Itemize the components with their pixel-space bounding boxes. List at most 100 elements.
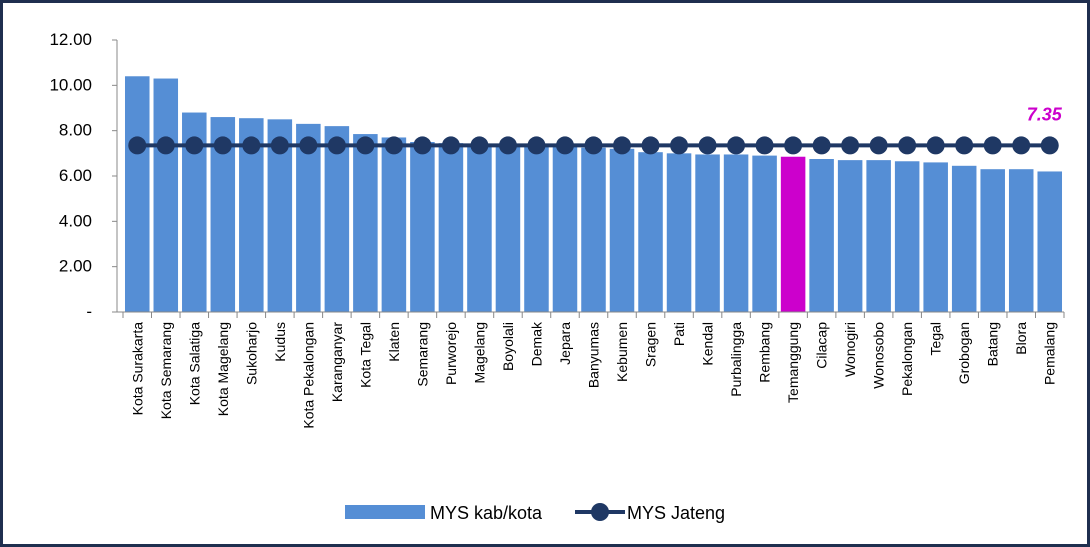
line-marker [213,136,232,155]
x-tick-label: Grobogan [956,322,972,384]
bar [296,123,321,312]
legend-label: MYS Jateng [627,503,725,523]
data-label: 7.35 [1027,104,1063,124]
line-marker [641,136,660,155]
bar [124,76,150,313]
line-marker [270,136,289,155]
line-marker [555,136,574,155]
bar [353,134,378,312]
line-marker [727,136,746,155]
bar [951,165,977,312]
x-tick-label: Purworejo [443,322,459,385]
line-marker [242,136,261,155]
bar [809,159,834,312]
line-marker [670,136,689,155]
line-marker [441,136,460,155]
line-marker [470,136,489,155]
line-marker [384,136,403,155]
x-tick-label: Kota Surakarta [129,322,145,416]
x-tick-label: Kebumen [614,322,630,382]
bar [381,137,407,312]
y-tick-label: 8.00 [59,121,92,140]
bar [638,152,663,312]
x-tick-label: Pekalongan [899,322,915,396]
line-marker [812,136,831,155]
bar [1037,171,1063,312]
x-tick-label: Pemalang [1042,322,1058,385]
x-tick-label: Klaten [386,322,402,362]
x-tick-label: Boyolali [500,322,516,371]
x-tick-label: Semarang [414,322,430,387]
x-tick-label: Sragen [643,322,659,367]
x-tick-label: Wonosobo [871,322,887,389]
bar [552,146,578,312]
bar [438,143,464,312]
bar [495,145,521,312]
y-tick-label: 6.00 [59,166,92,185]
bar [153,78,179,313]
bar [923,162,948,312]
bar [410,142,435,312]
line-marker [527,136,546,155]
line-marker [869,136,888,155]
x-tick-label: Rembang [757,322,773,383]
bar [524,146,549,312]
bar [723,154,749,312]
x-tick-label: Karanganyar [329,322,345,403]
line-marker [983,136,1002,155]
line-marker [584,136,603,155]
bar [894,161,920,312]
line-marker [1040,136,1059,155]
x-tick-label: Magelang [471,322,487,384]
x-tick-label: Pati [671,322,687,346]
x-tick-label: Banyumas [586,322,602,388]
x-tick-label: Kota Tegal [357,322,373,388]
bar [866,160,891,312]
line-marker [299,136,318,155]
line-marker [1012,136,1031,155]
x-tick-label: Wonogiri [842,322,858,377]
line-marker [926,136,945,155]
line-marker [413,136,432,155]
legend-marker [591,503,609,521]
x-tick-label: Batang [985,322,1001,366]
line-marker [755,136,774,155]
x-tick-label: Jepara [557,322,573,365]
legend-label: MYS kab/kota [430,503,543,523]
bar [581,147,606,312]
x-tick-label: Blora [1013,322,1029,355]
line-marker [841,136,860,155]
bar [666,153,692,312]
bar [324,126,350,312]
y-tick-label: - [86,302,92,321]
bar [609,148,635,312]
x-tick-label: Sukoharjo [243,322,259,385]
bar [695,154,720,312]
x-tick-label: Demak [528,321,544,366]
x-tick-label: Kota Salatiga [186,322,202,405]
bar [780,156,806,312]
line-marker [156,136,175,155]
bar [837,160,863,312]
x-tick-label: Tegal [928,322,944,355]
line-marker [498,136,517,155]
bar [1008,169,1034,312]
x-tick-label: Kota Magelang [215,322,231,416]
x-tick-label: Cilacap [814,322,830,369]
y-tick-label: 10.00 [49,75,92,94]
x-tick-label: Temanggung [785,322,801,403]
line-marker [327,136,346,155]
line-marker [356,136,375,155]
legend-swatch [345,505,425,519]
y-tick-label: 4.00 [59,211,92,230]
x-tick-label: Kota Pekalongan [300,322,316,429]
bar [467,144,492,312]
bar [752,155,777,312]
bar [980,169,1005,312]
line-marker [698,136,717,155]
line-marker [898,136,917,155]
x-tick-label: Kota Semarang [158,322,174,419]
line-marker [784,136,803,155]
